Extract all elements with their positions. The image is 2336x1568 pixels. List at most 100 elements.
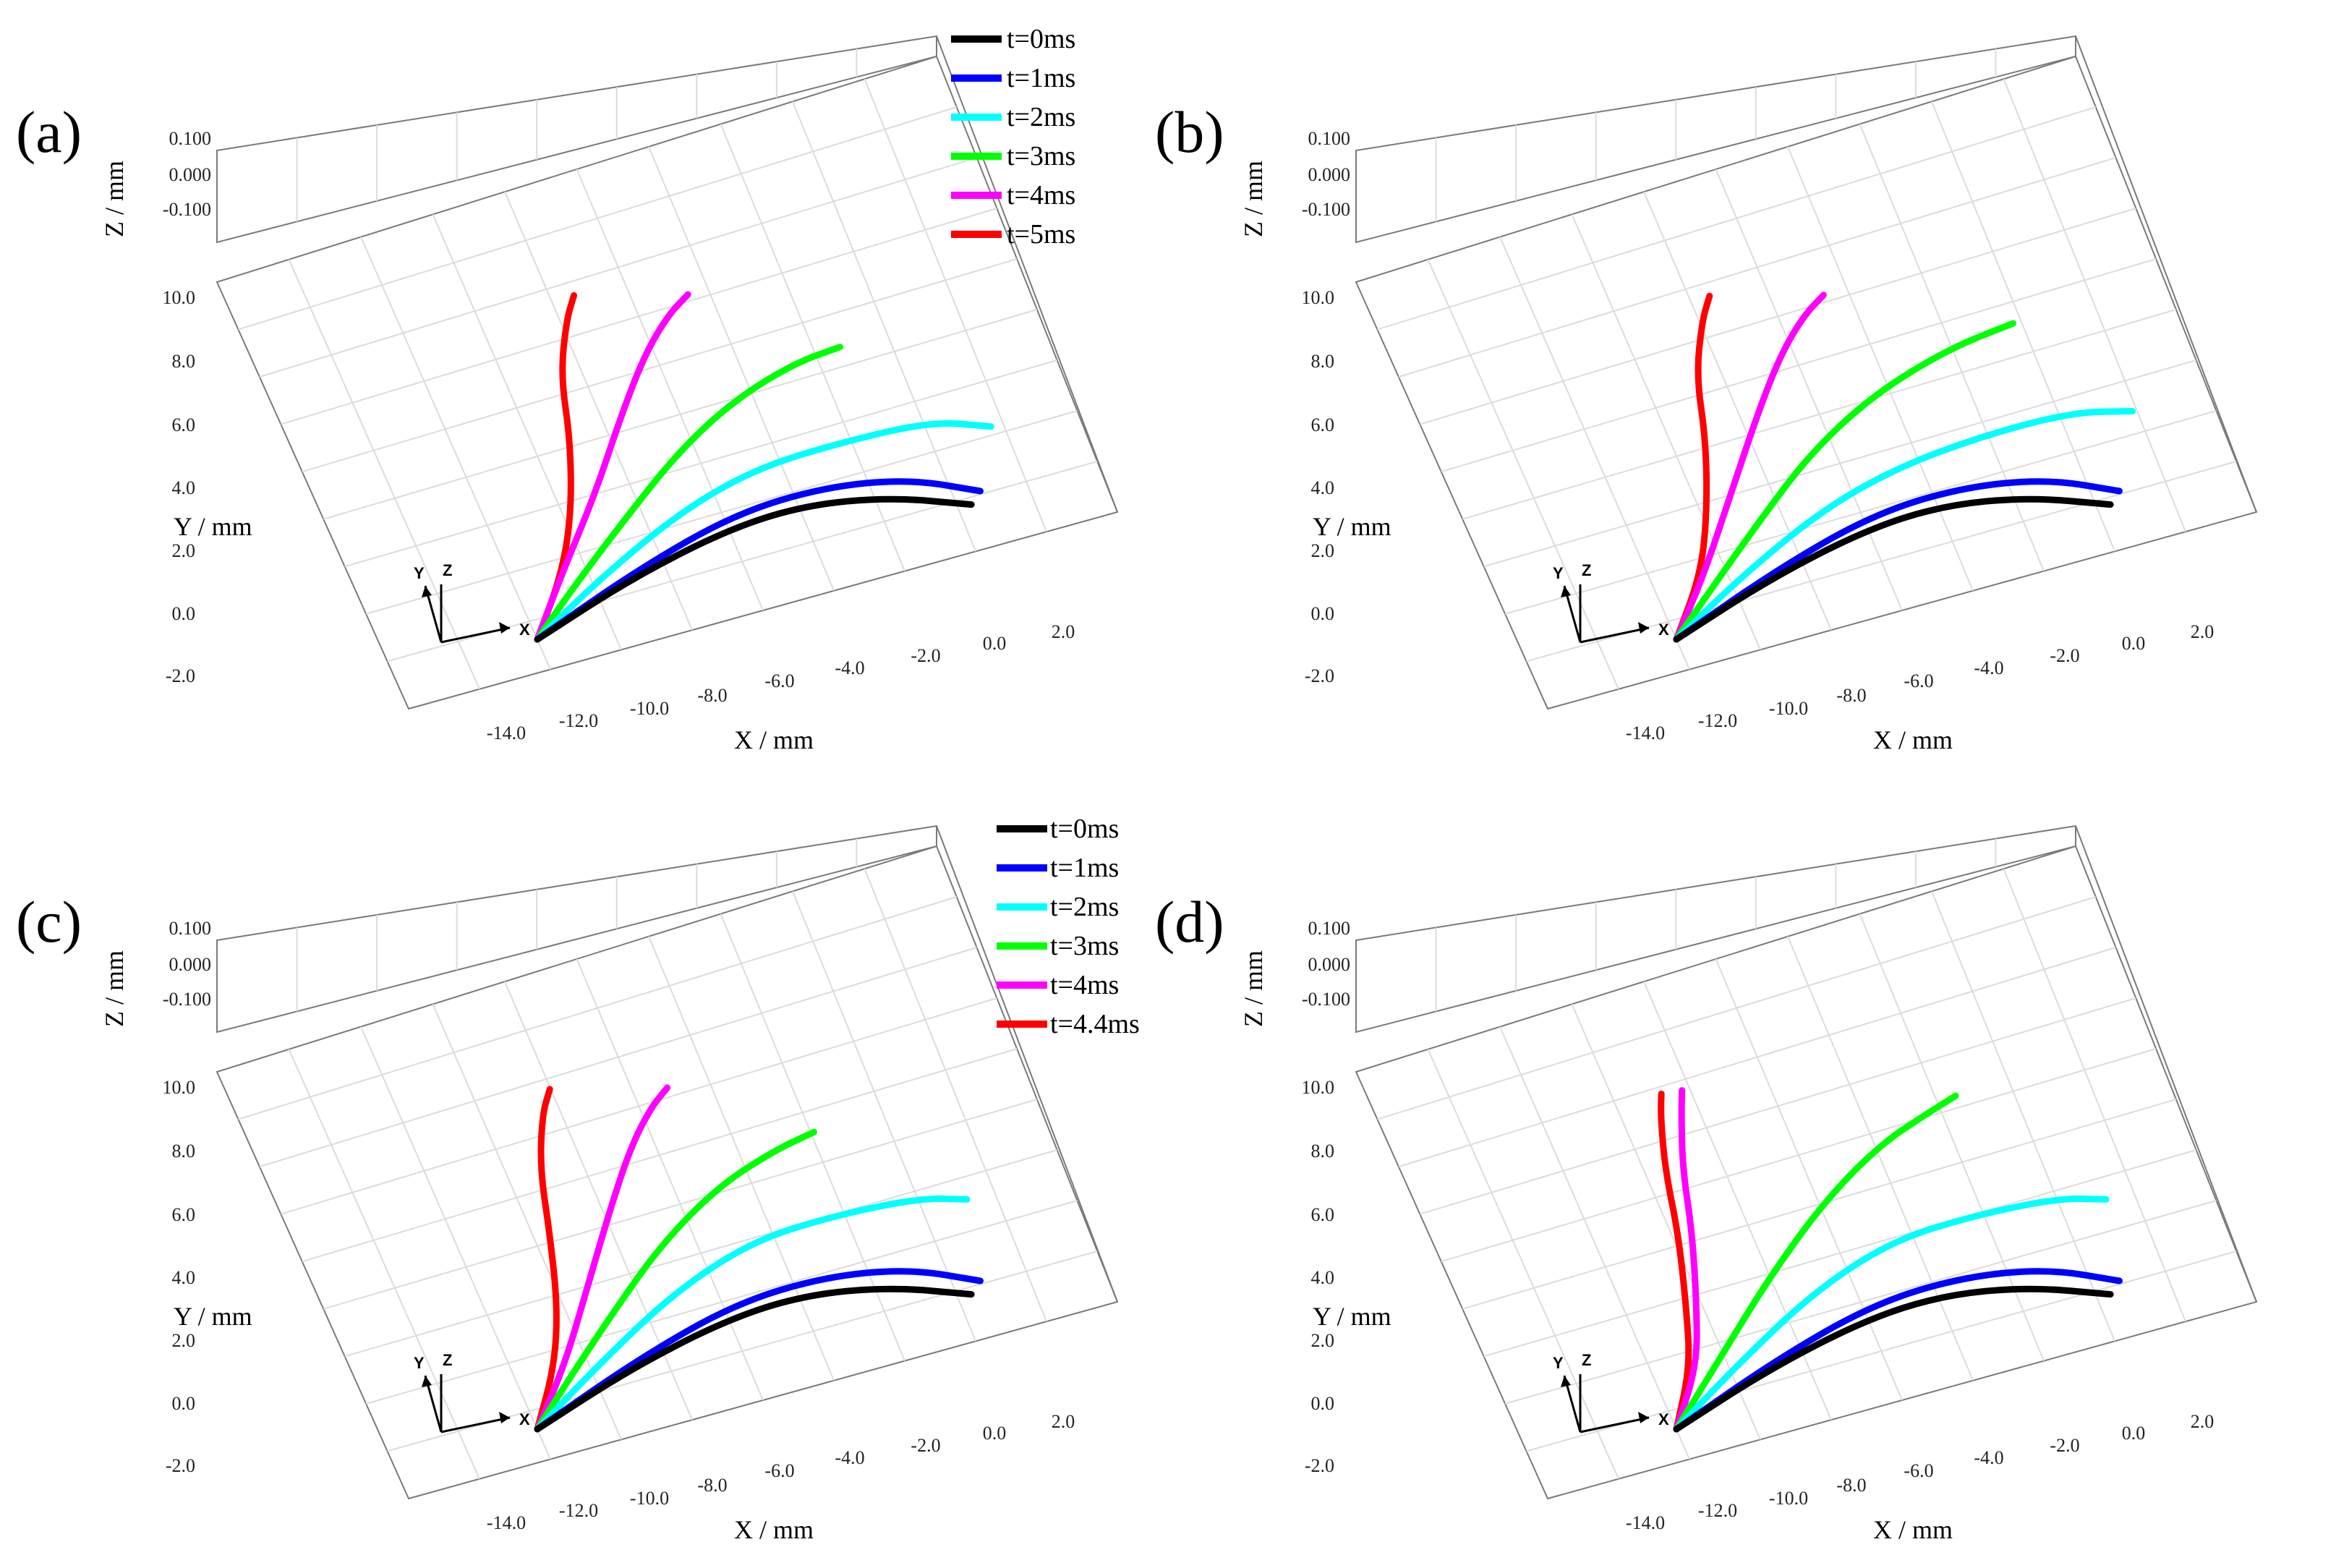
chart-panel-d: 0.100 0.000 -0.100 -2.0 0.0 2.0 4.0 6.0 8.0 10.0 -… [1155,825,2258,1544]
legend-label-0: t=0ms [1050,814,1119,844]
legend-label-3: t=3ms [1050,931,1119,961]
x-tick-label: -8.0 [1836,685,1866,706]
y-tick-label: 10.0 [1302,287,1335,308]
triad-y-label: Y [1553,1354,1564,1372]
series-group [1658,1087,2123,1433]
x-tick-label: 0.0 [2122,633,2146,654]
x-tick-label: -2.0 [2050,1435,2079,1456]
series-line-5 [1658,1090,1692,1433]
floor-grid [238,48,1098,690]
grid-line [1787,146,1974,592]
x-tick-label: -12.0 [559,1500,598,1521]
series-line-1 [534,478,984,643]
grid-line [259,157,977,378]
y-tick-label: 4.0 [172,477,196,498]
grid-line [1715,958,1903,1401]
y-tick-label: 0.0 [1311,1393,1335,1414]
y-tick-label: 10.0 [1302,1077,1335,1098]
x-tick-label: -10.0 [1769,1488,1808,1509]
x-axis-label: X / mm [1873,1515,1953,1544]
triad-x-arrow [1580,1416,1650,1433]
z-band [1355,825,2076,1034]
y-tick-label: 2.0 [172,540,196,561]
z-band [216,35,937,244]
chart-panel-c: 0.100 0.000 -0.100 -2.0 0.0 2.0 4.0 6.0 8.0 10.0 -… [16,814,1140,1544]
box-edge [2075,825,2257,1303]
z-tick-label: 0.100 [1308,128,1351,149]
triad-x-head [1638,622,1649,634]
z-axis-label: Z / mm [100,950,129,1027]
x-tick-label: -14.0 [1626,1512,1665,1533]
axis-triad: X Y Z [414,1351,530,1433]
legend: t=0ms t=1ms t=2ms t=3ms t=4ms t=4.4ms [997,814,1140,1039]
panel-label: (a) [16,99,82,165]
legend-label-4: t=4ms [1007,180,1075,210]
panel-label: (c) [16,889,82,955]
x-axis-label: X / mm [734,1515,814,1544]
grid-line [1499,1026,1690,1460]
triad-x-label: X [1658,621,1669,639]
z-tick-label: -0.100 [1302,989,1350,1010]
grid-line [281,997,997,1215]
x-tick-label: -6.0 [1904,670,1933,691]
x-tick-label: -8.0 [1836,1475,1866,1496]
triad-y-head [1561,586,1571,597]
grid-line [288,1049,480,1480]
grid-line [238,106,958,331]
triad-x-arrow [440,626,511,644]
grid-line [576,169,764,611]
legend-label-2: t=2ms [1050,892,1119,922]
x-tick-label: -10.0 [1769,698,1808,719]
grid-line [1420,997,2136,1215]
chart-panel-a: 0.100 0.000 -0.100 -2.0 0.0 2.0 4.0 6.0 8.0 10.0 -… [16,24,1119,754]
series-group [1673,291,2136,643]
legend-label-1: t=1ms [1007,63,1075,93]
series-line-3 [534,1128,817,1433]
series-line-4 [534,1084,671,1433]
z-tick-label: 0.100 [169,918,212,939]
grid-line [432,214,622,650]
legend-label-5: t=4.4ms [1050,1009,1140,1039]
z-tick-label: 0.000 [1308,164,1351,185]
grid-line [1931,101,2115,552]
x-tick-label: -2.0 [911,645,940,666]
grid-line [648,936,835,1381]
panel-label: (b) [1155,99,1224,165]
z-tick-label: 0.100 [1308,918,1351,939]
grid-line [864,868,1047,1322]
y-tick-label: 6.0 [172,414,196,435]
grid-line [365,410,1078,615]
y-tick-label: 2.0 [1311,540,1335,561]
z-tick-label: -0.100 [163,199,211,220]
x-tick-label: 2.0 [1052,1411,1075,1432]
z-tick-label: 0.000 [1308,954,1351,975]
grid-line [792,891,976,1342]
grid-line [1462,309,2177,520]
axis-triad: X Y Z [1553,561,1669,644]
grid-line [864,78,1047,532]
z-tick-label: 0.000 [169,954,212,975]
grid-line [1504,1200,2217,1405]
triad-y-label: Y [414,1354,425,1372]
grid-line [1427,259,1619,690]
x-tick-label: 0.0 [983,633,1007,654]
chart-panel-b: 0.100 0.000 -0.100 -2.0 0.0 2.0 4.0 6.0 8.0 10.0 -… [1155,35,2258,754]
triad-y-head [422,1376,432,1387]
series-line-0 [534,495,975,643]
x-tick-label: -4.0 [1974,657,2003,678]
y-tick-label: 6.0 [1311,1204,1335,1225]
grid-line [1420,208,2136,425]
z-tick-label: 0.000 [169,164,212,185]
triad-y-head [422,586,432,597]
floor-grid [1377,48,2237,690]
triad-x-head [499,622,510,634]
grid-line [360,1026,551,1460]
z-tick-label: 0.100 [169,128,212,149]
z-band [216,825,937,1034]
grid-line [1571,214,1761,650]
triad-y-label: Y [1553,564,1564,582]
grid-line [1499,237,1690,670]
series-line-3 [534,344,843,643]
grid-line [365,1200,1078,1405]
